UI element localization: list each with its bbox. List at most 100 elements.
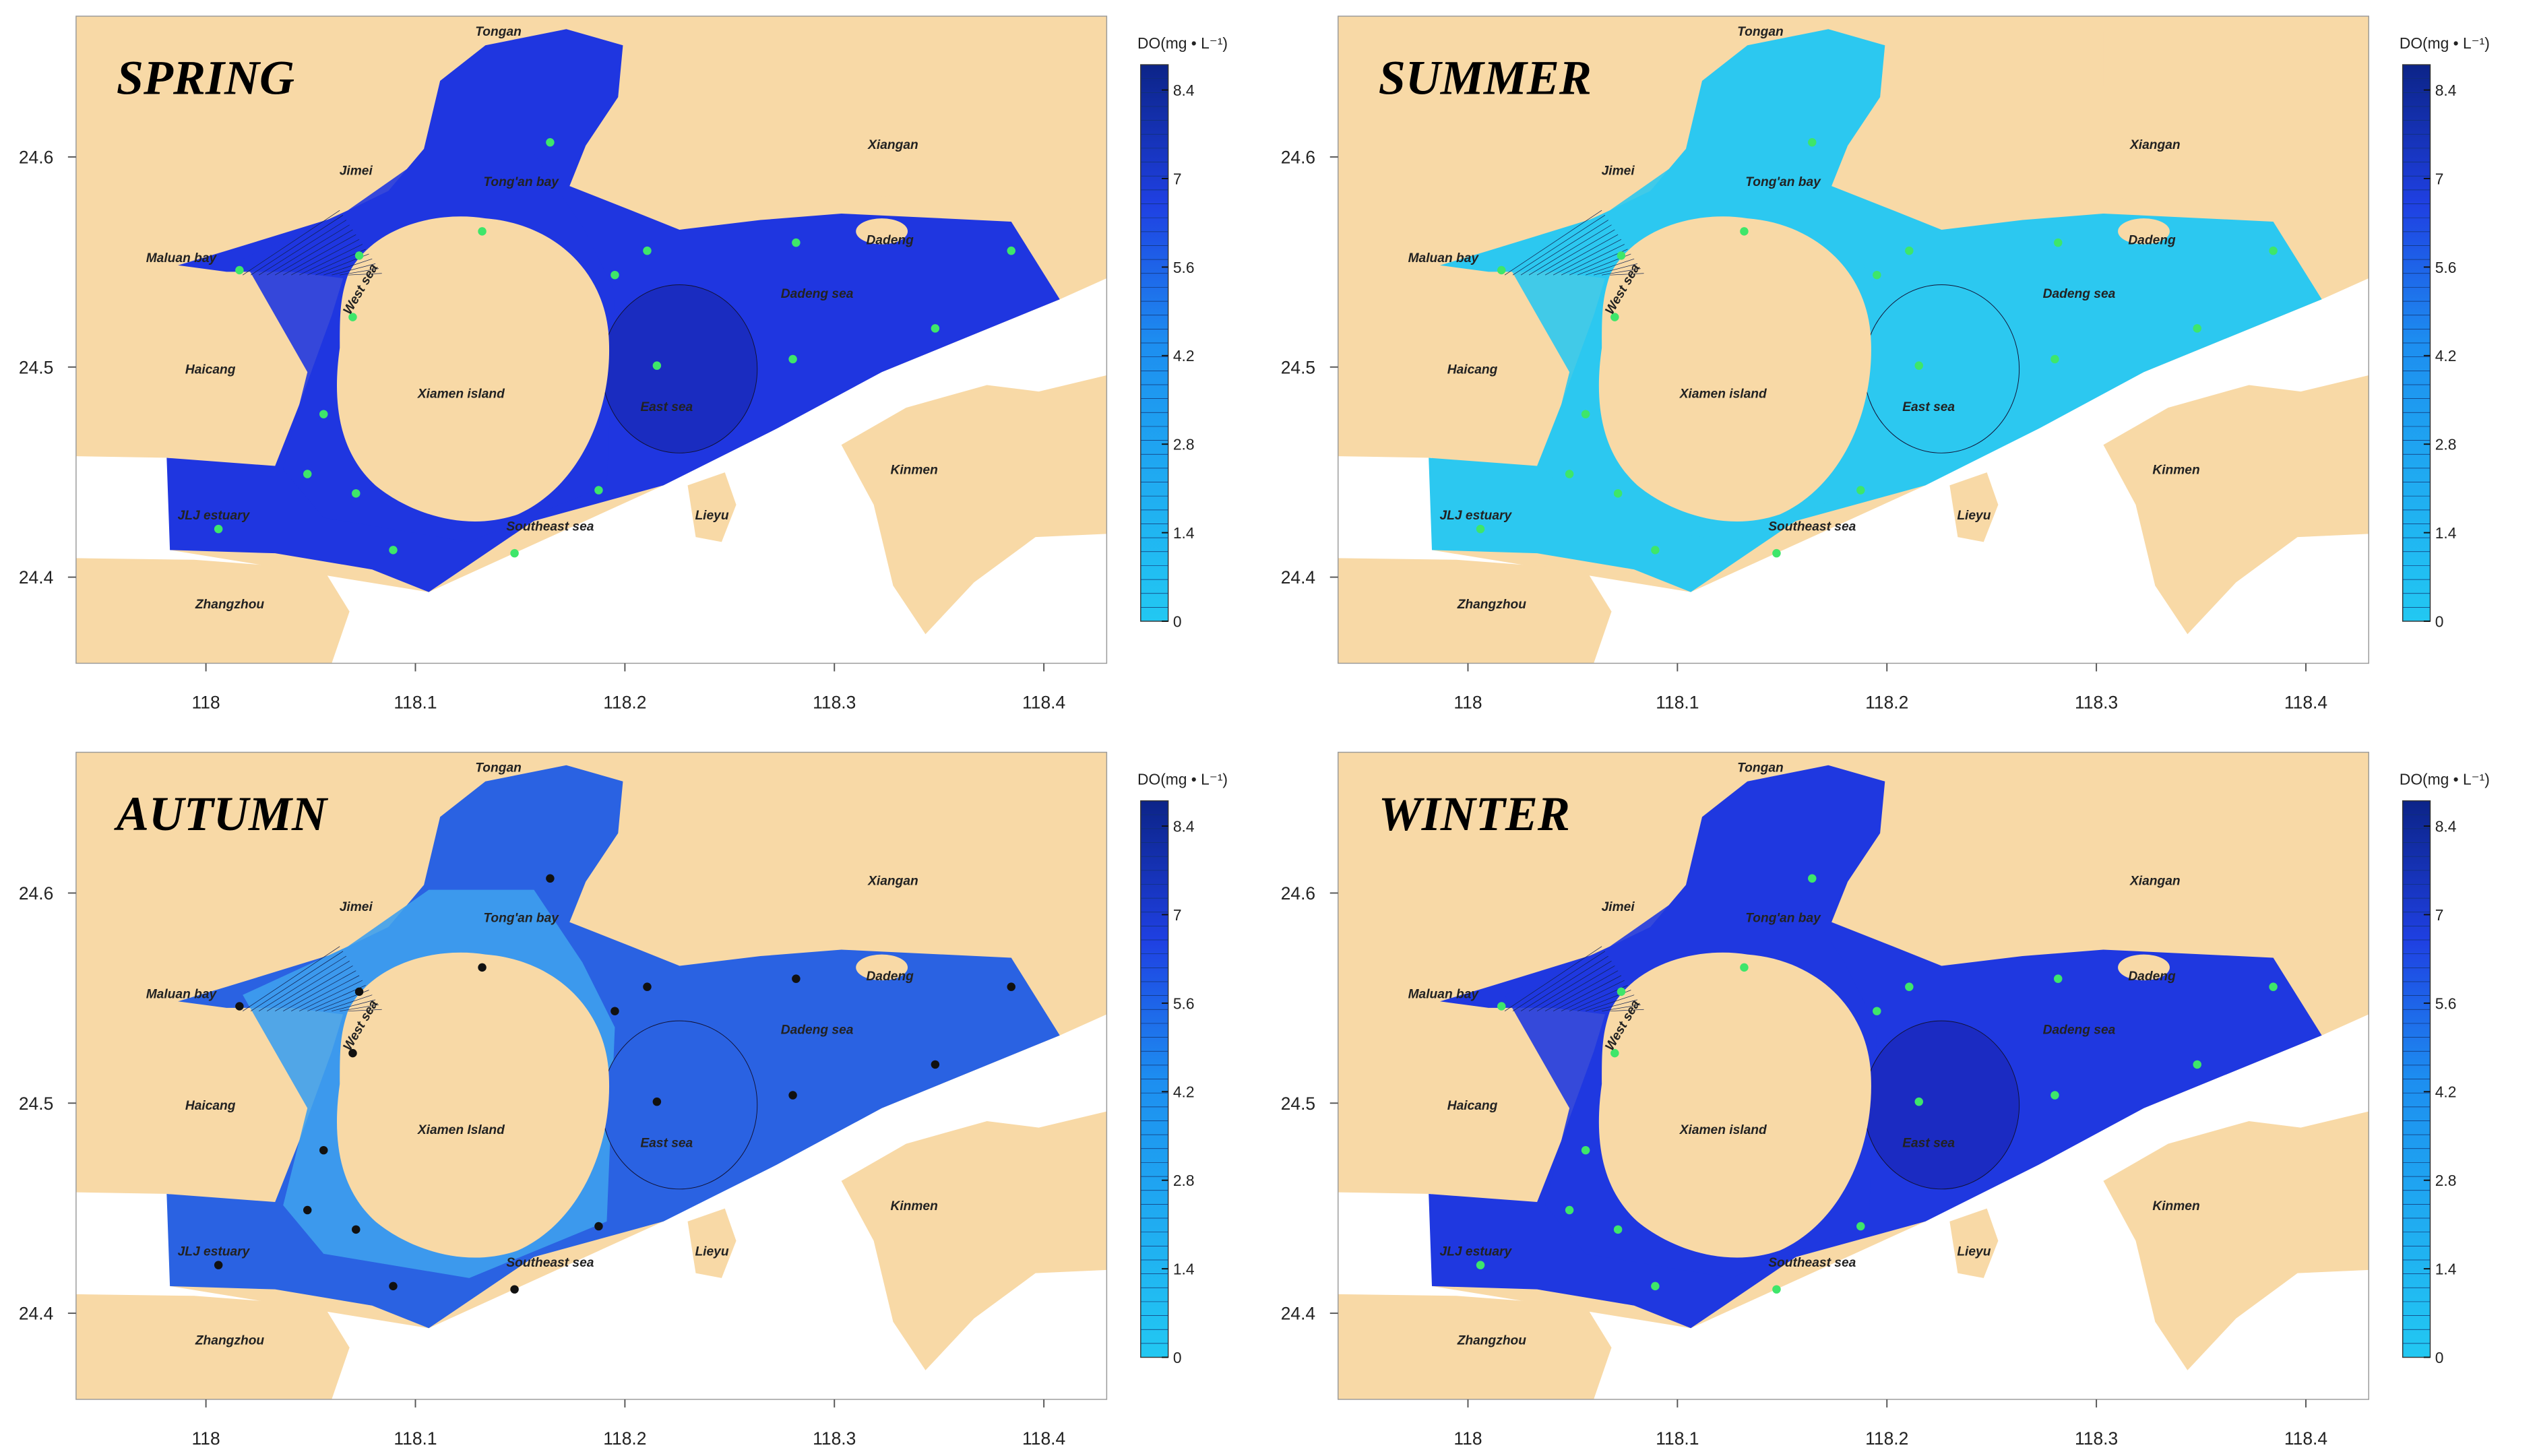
station <box>1873 270 1881 280</box>
station <box>348 1048 357 1058</box>
station <box>1565 1205 1574 1215</box>
place-label: Tongan <box>475 761 522 775</box>
map-frame <box>1338 751 2369 1400</box>
map-frame <box>1338 15 2369 664</box>
station <box>214 524 223 534</box>
colorbar-tick-label: 4.2 <box>2435 1083 2457 1101</box>
colorbar-title: DO(mg • L⁻¹) <box>2400 771 2490 788</box>
station <box>1914 361 1923 370</box>
y-tick-label: 24.6 <box>1281 148 1315 168</box>
station <box>1808 138 1817 147</box>
panel-title: SUMMER <box>1379 51 1592 104</box>
water-zone <box>601 284 758 453</box>
colorbar-tick-label: 5.6 <box>2435 994 2457 1012</box>
colorbar-tick-label: 0 <box>2435 1349 2444 1366</box>
place-label: East sea <box>640 400 693 414</box>
place-label: East sea <box>640 1136 693 1150</box>
place-label: JLJ estuary <box>1440 1244 1513 1259</box>
station <box>1476 524 1485 534</box>
contour <box>283 970 356 1012</box>
panel-title: SPRING <box>117 51 294 104</box>
place-label: Lieyu <box>1957 509 1991 523</box>
place-label: Lieyu <box>1957 1244 1991 1259</box>
place-label: Southeast sea <box>1768 520 1856 534</box>
place-label: Southeast sea <box>506 1256 594 1270</box>
colorbar-tick-label: 0 <box>1173 612 1182 630</box>
place-label: Xiangan <box>2129 138 2181 152</box>
colorbar-tick-label: 1.4 <box>1173 1261 1195 1278</box>
station <box>1905 982 1914 991</box>
water-zone <box>1863 284 2020 453</box>
contour <box>1512 215 1606 276</box>
station <box>1581 1145 1590 1155</box>
contour <box>1594 263 1638 276</box>
station <box>652 1097 662 1106</box>
x-tick-label: 118 <box>1453 1428 1482 1449</box>
station <box>478 963 487 972</box>
place-label: Zhangzhou <box>195 598 265 612</box>
y-tick-label: 24.5 <box>19 357 53 377</box>
colorbar-title: DO(mg • L⁻¹) <box>1137 34 1228 52</box>
contour <box>1602 1004 1641 1012</box>
panel-title: AUTUMN <box>114 787 329 841</box>
contour <box>267 224 350 276</box>
x-tick-label: 118.2 <box>603 1428 646 1449</box>
colorbar-tick-label: 0 <box>1173 1349 1182 1366</box>
contour <box>242 210 340 276</box>
contour <box>259 955 347 1011</box>
contour <box>348 273 382 276</box>
contour <box>283 234 356 276</box>
land <box>841 1111 1107 1370</box>
station <box>610 1007 619 1015</box>
land <box>2103 768 2369 950</box>
x-tick-label: 118.3 <box>2075 693 2118 713</box>
station <box>792 974 801 983</box>
colorbar-title: DO(mg • L⁻¹) <box>2400 34 2490 52</box>
station <box>1808 874 1817 883</box>
island <box>336 216 610 522</box>
open-sea <box>75 1014 1107 1399</box>
island <box>2118 954 2170 981</box>
land <box>841 768 1107 950</box>
colorbar-tick-label: 2.8 <box>1173 1172 1195 1189</box>
x-tick-label: 118.1 <box>394 1428 437 1449</box>
colorbar-tick-label: 2.8 <box>2435 1172 2457 1189</box>
place-label: Dadeng <box>866 234 914 248</box>
station <box>303 470 312 478</box>
contour <box>242 946 340 1011</box>
y-tick-label: 24.5 <box>1281 1094 1315 1114</box>
station <box>610 270 619 280</box>
station <box>352 1225 361 1234</box>
y-tick-label: 24.6 <box>1281 883 1315 904</box>
y-tick-label: 24.6 <box>19 883 53 904</box>
place-label: Dadeng <box>2128 970 2176 984</box>
colorbar-tick-label: 1.4 <box>2435 1261 2457 1278</box>
place-label: JLJ estuary <box>178 1244 251 1259</box>
contour <box>1512 951 1606 1011</box>
station <box>1476 1261 1485 1269</box>
contour <box>267 960 350 1012</box>
contour <box>332 999 376 1012</box>
contour <box>1602 268 1641 276</box>
colorbar-tick-label: 4.2 <box>2435 347 2457 365</box>
x-tick-label: 118.1 <box>1656 1428 1699 1449</box>
y-tick-label: 24.4 <box>19 1304 53 1324</box>
station <box>354 251 364 260</box>
colorbar-tick-label: 5.6 <box>2435 259 2457 276</box>
panel-title: WINTER <box>1379 787 1570 841</box>
station <box>235 1002 244 1011</box>
station <box>931 324 940 333</box>
land <box>75 558 350 664</box>
x-tick-label: 118 <box>1453 693 1482 713</box>
station <box>389 1281 398 1291</box>
station <box>1617 987 1626 996</box>
x-tick-label: 118.1 <box>394 693 437 713</box>
contour <box>1504 210 1602 276</box>
place-label: Maluan bay <box>1408 987 1480 1001</box>
land <box>841 375 1107 635</box>
station <box>594 486 603 495</box>
colorbar-tick-label: 8.4 <box>1173 82 1195 99</box>
station <box>2050 354 2059 364</box>
colorbar-tick-label: 4.2 <box>1173 1083 1195 1101</box>
contour <box>1553 975 1622 1012</box>
